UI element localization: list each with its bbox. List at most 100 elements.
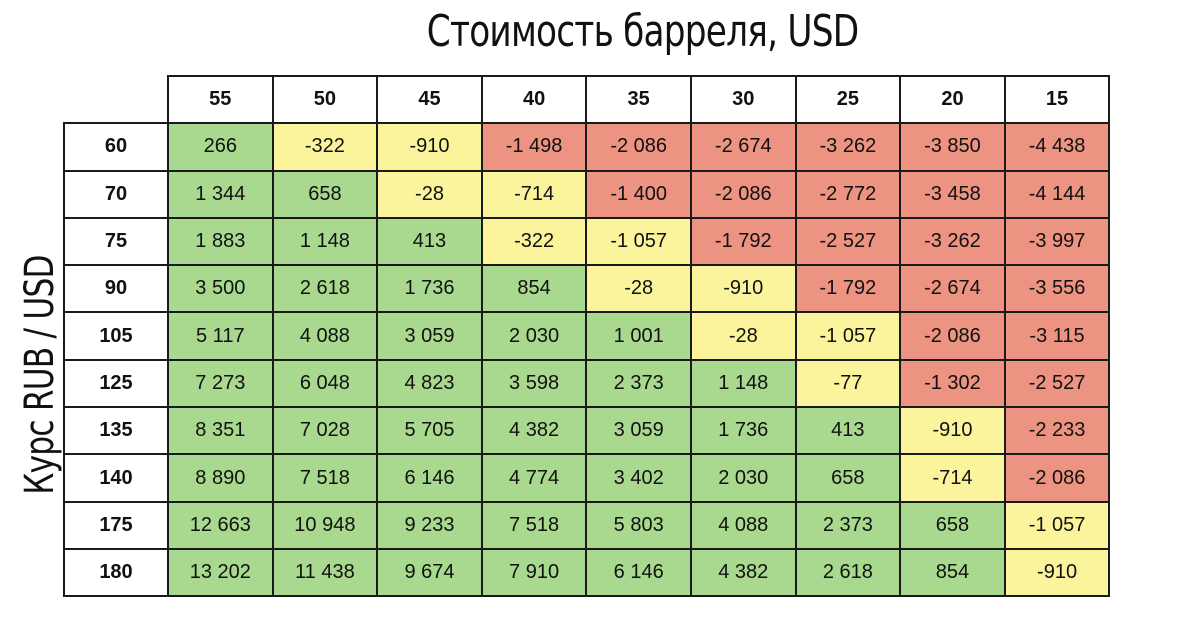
heatmap-cell: 13 202	[167, 547, 274, 598]
heatmap-cell: 1 148	[689, 358, 797, 409]
table-row: 105 5 117 4 088 3 059 2 030 1 001 -28 -1 057 -2 …	[63, 311, 1111, 361]
heatmap-cell: -2 772	[794, 169, 902, 219]
heatmap-cell: 4 382	[689, 547, 797, 598]
heatmap-cell: 2 618	[794, 547, 902, 598]
heatmap-cell: -2 233	[1003, 406, 1111, 456]
heatmap-cell: 854	[480, 264, 588, 314]
column-header: 55	[167, 74, 274, 125]
heatmap-cell: 2 030	[689, 453, 797, 503]
heatmap-cell: 9 233	[376, 500, 483, 550]
heatmap-cell: 12 663	[167, 500, 274, 550]
corner-cell	[64, 76, 168, 123]
row-header: 75	[63, 216, 169, 267]
table-row: 175 12 663 10 948 9 233 7 518 5 803 4 088 2 373…	[63, 500, 1111, 550]
heatmap-cell: 413	[794, 406, 902, 456]
heatmap-cell: 7 028	[271, 406, 379, 456]
heatmap-cell: -322	[480, 216, 588, 267]
heatmap-cell: 7 273	[167, 358, 274, 409]
heatmap-cell: 658	[271, 169, 379, 219]
row-header: 180	[63, 547, 169, 598]
row-header: 90	[63, 264, 169, 314]
row-header: 70	[63, 169, 169, 219]
heatmap-cell: -2 086	[689, 169, 797, 219]
heatmap-cell: 1 148	[271, 216, 379, 267]
heatmap-cell: 5 803	[585, 500, 692, 550]
heatmap-cell: 3 059	[376, 311, 483, 361]
heatmap-cell: -1 498	[480, 122, 588, 172]
column-header: 35	[585, 74, 692, 125]
table-row: 125 7 273 6 048 4 823 3 598 2 373 1 148 -77 -1 3…	[63, 358, 1111, 409]
heatmap-cell: 658	[899, 500, 1006, 550]
heatmap-cell: -28	[376, 169, 483, 219]
table-row: 70 1 344 658 -28 -714 -1 400 -2 086 -2 772 -3 45…	[63, 169, 1111, 219]
heatmap-cell: -322	[271, 122, 379, 172]
heatmap-cell: -714	[480, 169, 588, 219]
heatmap-cell: -2 674	[899, 264, 1006, 314]
heatmap-cell: -2 086	[899, 311, 1006, 361]
column-header-row: 55 50 45 40 35 30 25 20 15	[64, 74, 1111, 125]
heatmap-cell: 2 373	[794, 500, 902, 550]
row-header: 140	[63, 453, 169, 503]
heatmap-cell: 6 146	[376, 453, 483, 503]
heatmap-cell: -3 997	[1003, 216, 1111, 267]
heatmap-cell: 3 402	[585, 453, 692, 503]
heatmap-cell: 854	[899, 547, 1006, 598]
table-row: 75 1 883 1 148 413 -322 -1 057 -1 792 -2 527 -3 …	[63, 216, 1111, 267]
heatmap-cell: 3 598	[480, 358, 588, 409]
heatmap-cell: -2 674	[689, 122, 797, 172]
heatmap-cell: -910	[899, 406, 1006, 456]
heatmap-cell: -3 115	[1003, 311, 1111, 361]
heatmap-cell: -3 262	[794, 122, 902, 172]
heatmap-cell: -2 086	[1003, 453, 1111, 503]
heatmap-cell: -910	[689, 264, 797, 314]
heatmap-cell: 2 030	[480, 311, 588, 361]
heatmap-cell: -1 302	[899, 358, 1006, 409]
table-row: 135 8 351 7 028 5 705 4 382 3 059 1 736 413 -910…	[63, 406, 1111, 456]
heatmap-cell: -77	[794, 358, 902, 409]
heatmap-cell: 6 048	[271, 358, 379, 409]
heatmap-cell: 658	[794, 453, 902, 503]
heatmap-cell: 1 736	[376, 264, 483, 314]
heatmap-cell: -2 086	[585, 122, 692, 172]
heatmap-cell: 10 948	[271, 500, 379, 550]
heatmap-cell: 7 518	[271, 453, 379, 503]
heatmap-cell: 6 146	[585, 547, 692, 598]
heatmap-cell: -4 144	[1003, 169, 1111, 219]
heatmap-cell: 4 823	[376, 358, 483, 409]
heatmap-cell: 8 351	[167, 406, 274, 456]
column-header: 30	[689, 74, 797, 125]
column-header: 25	[794, 74, 902, 125]
row-header: 60	[63, 122, 169, 172]
table-row: 60 266 -322 -910 -1 498 -2 086 -2 674 -3 262 -3 …	[63, 122, 1111, 172]
row-header: 105	[63, 311, 169, 361]
heatmap-cell: -1 057	[585, 216, 692, 267]
heatmap-cell: 4 774	[480, 453, 588, 503]
table-row: 140 8 890 7 518 6 146 4 774 3 402 2 030 658 -714…	[63, 453, 1111, 503]
table-row: 180 13 202 11 438 9 674 7 910 6 146 4 382 2 618…	[63, 547, 1111, 598]
heatmap-cell: 11 438	[271, 547, 379, 598]
heatmap-cell: -3 850	[899, 122, 1006, 172]
heatmap-cell: 1 883	[167, 216, 274, 267]
heatmap-cell: -28	[689, 311, 797, 361]
heatmap-table: 55 50 45 40 35 30 25 20 15 60 266 -322 -910 -1 498 -2…	[63, 74, 1111, 598]
row-header: 125	[63, 358, 169, 409]
heatmap-cell: -1 792	[794, 264, 902, 314]
heatmap-cell: 7 518	[480, 500, 588, 550]
heatmap-cell: -1 400	[585, 169, 692, 219]
heatmap-cell: -28	[585, 264, 692, 314]
heatmap-cell: -3 556	[1003, 264, 1111, 314]
heatmap-cell: -910	[1003, 547, 1111, 598]
heatmap-cell: 1 344	[167, 169, 274, 219]
heatmap-cell: -1 792	[689, 216, 797, 267]
heatmap-cell: -910	[376, 122, 483, 172]
heatmap-cell: 4 382	[480, 406, 588, 456]
heatmap-cell: -4 438	[1003, 122, 1111, 172]
row-header: 175	[63, 500, 169, 550]
heatmap-cell: 3 059	[585, 406, 692, 456]
column-header: 45	[376, 74, 483, 125]
chart-title: Стоимость барреля, USD	[426, 6, 859, 57]
heatmap-cell: 4 088	[689, 500, 797, 550]
heatmap-cell: -1 057	[1003, 500, 1111, 550]
heatmap-cell: 8 890	[167, 453, 274, 503]
heatmap-cell: 9 674	[376, 547, 483, 598]
